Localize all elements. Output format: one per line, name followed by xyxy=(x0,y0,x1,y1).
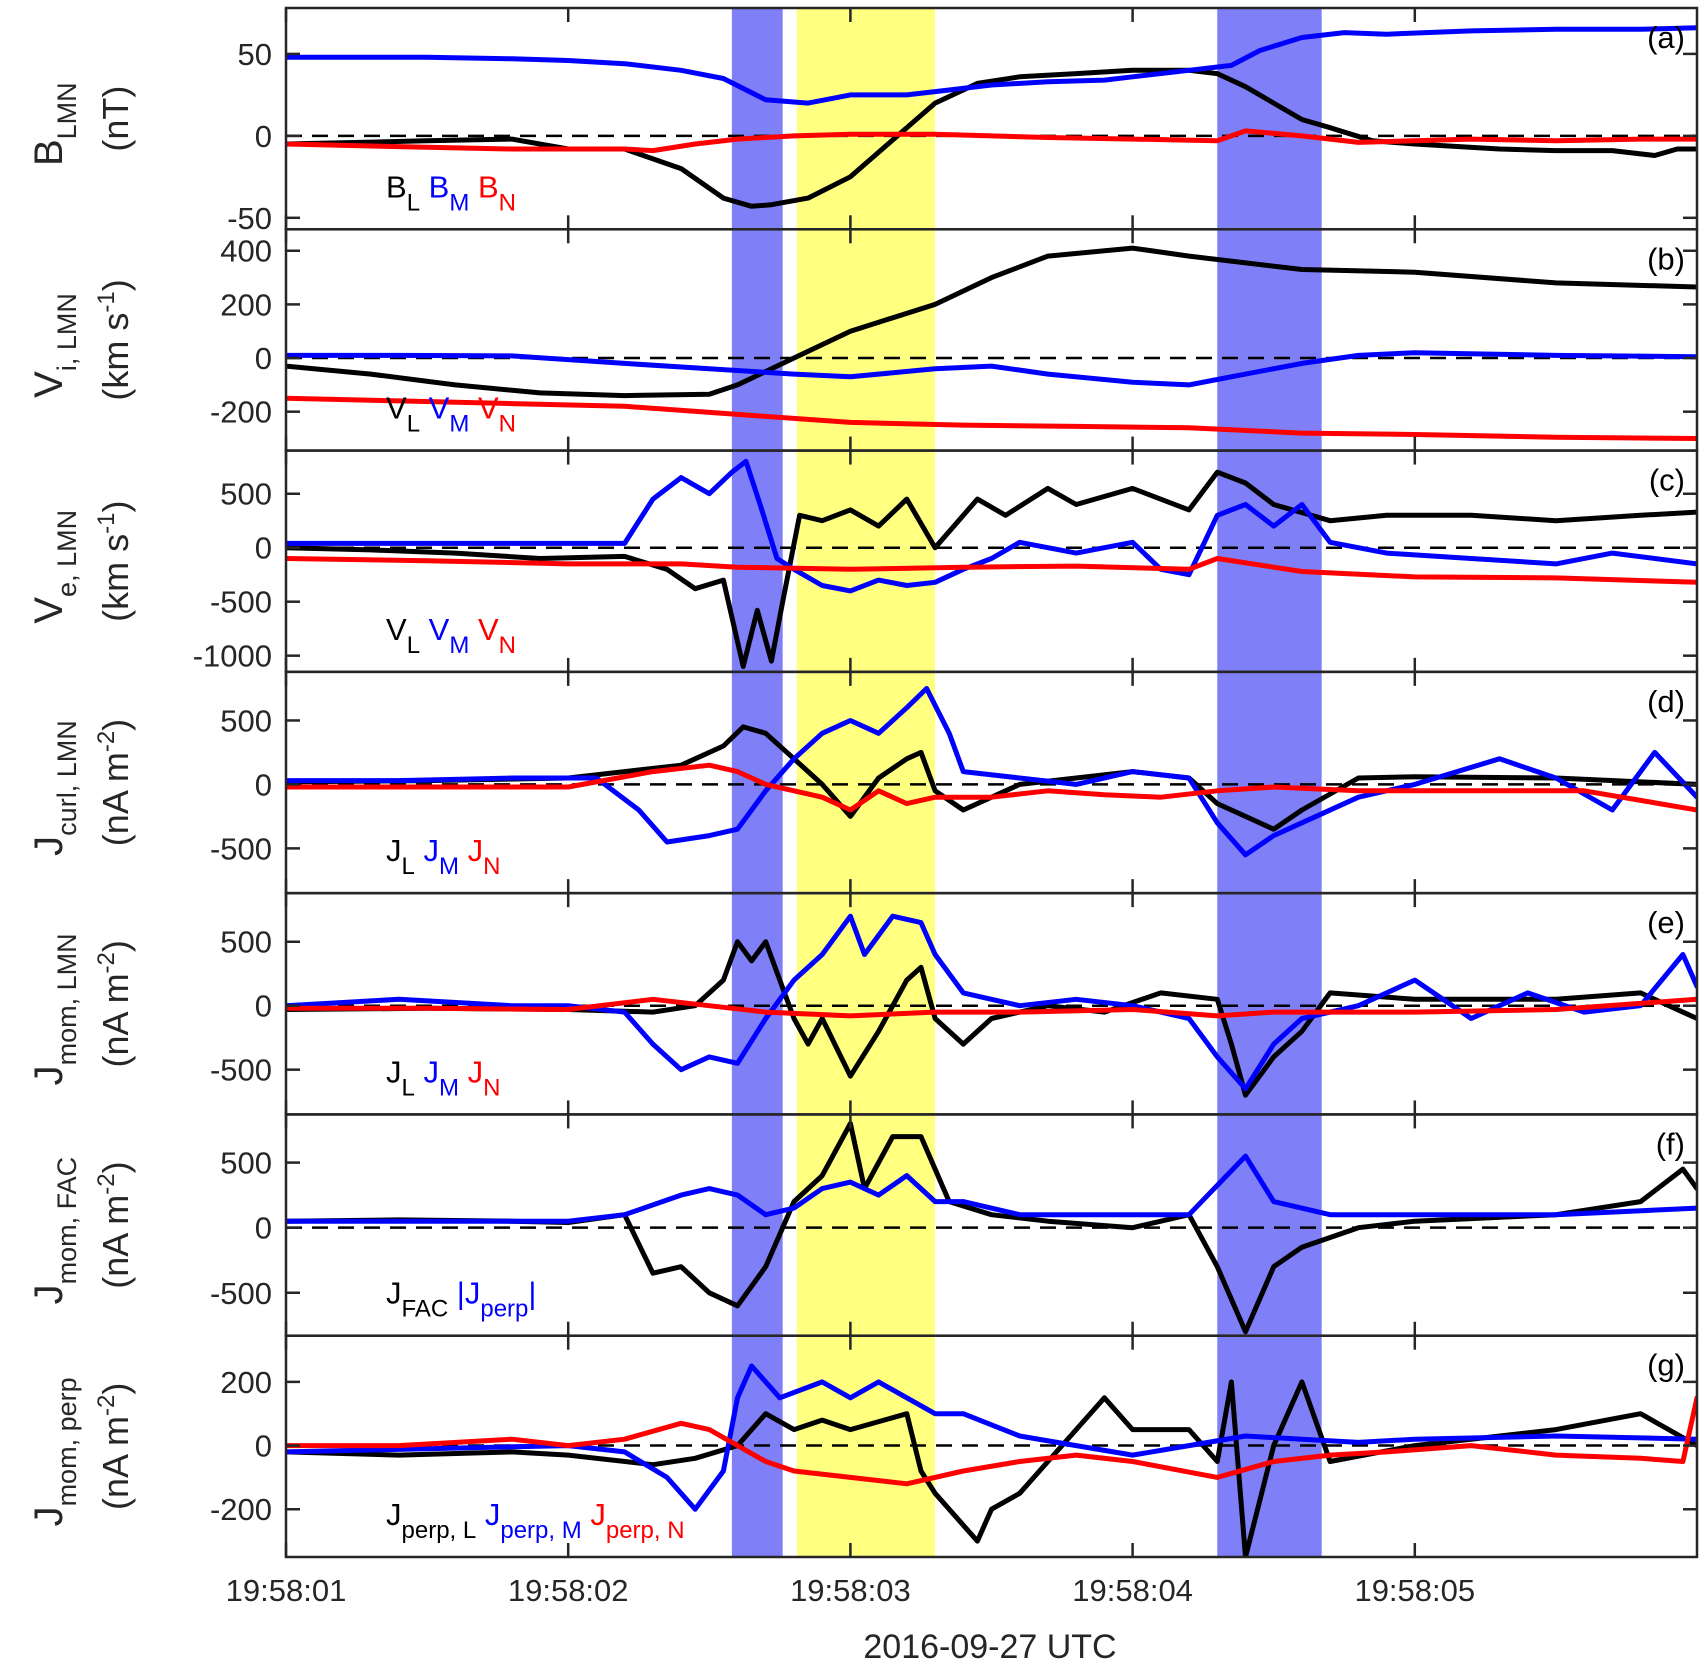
series-JcM xyxy=(286,686,1697,858)
y-axis-label: Jcurl, LMN xyxy=(27,709,82,856)
y-tick-label: -50 xyxy=(227,201,272,236)
series-group xyxy=(286,25,1697,209)
y-tick-label: 0 xyxy=(255,531,272,566)
x-tick-label: 19:58:01 xyxy=(226,1573,347,1608)
panel-label: (c) xyxy=(1649,463,1685,498)
y-axis-label: Ve, LMN xyxy=(27,499,82,624)
series-Jperp xyxy=(286,1153,1697,1224)
panel-f: -500 0 500 (f) JFAC​ |Jperp|​ Jmom, FAC (nA m… xyxy=(27,1113,1699,1337)
series-ViL xyxy=(286,245,1697,399)
series-JpN xyxy=(286,1395,1697,1487)
y-tick-label: 0 xyxy=(255,1211,272,1246)
series-VeM xyxy=(286,458,1697,594)
series-JmM xyxy=(286,913,1697,1092)
y-tick-label: 0 xyxy=(255,341,272,376)
series-JcN xyxy=(286,762,1697,813)
panel-label: (b) xyxy=(1647,241,1685,276)
y-axis-label: Jmom, LMN xyxy=(27,922,82,1085)
y-axis-unit: (nA m-2) xyxy=(93,1161,136,1288)
series-ViN xyxy=(286,395,1697,441)
panel-g: -200 0 200 (g) Jperp, L​ Jperp, M​ Jperp, N​… xyxy=(27,1334,1699,1559)
y-axis-unit: (nA m-2) xyxy=(93,940,136,1067)
series-group xyxy=(286,686,1697,858)
series-BN xyxy=(286,128,1697,154)
series-group xyxy=(286,1363,1697,1557)
panel-a: -50 0 50 (a) BL​ BM​ BN​ BLMN (nT) xyxy=(27,6,1699,236)
y-axis-unit: (nA m-2) xyxy=(93,719,136,846)
y-tick-label: -500 xyxy=(210,1276,272,1311)
series-JpL xyxy=(286,1379,1697,1557)
y-tick-label: 0 xyxy=(255,767,272,802)
y-tick-label: 0 xyxy=(255,119,272,154)
x-axis-title: 2016-09-27 UTC xyxy=(863,1628,1116,1666)
y-axis-unit: (nT) xyxy=(95,86,136,152)
y-tick-label: 0 xyxy=(255,1429,272,1464)
series-VeN xyxy=(286,556,1697,585)
panel-c: -1000 -500 0 500 (c) VL​ VM​ VN​ Ve, LMN (km s… xyxy=(27,449,1699,674)
series-group xyxy=(286,1121,1697,1335)
y-tick-label: 50 xyxy=(238,37,272,72)
legend: Jperp, L​ Jperp, M​ Jperp, N​ xyxy=(386,1497,685,1544)
y-tick-label: -500 xyxy=(210,1053,272,1088)
y-axis-unit: (nA m-2) xyxy=(93,1383,136,1510)
y-axis-label: Jmom, FAC xyxy=(27,1146,82,1305)
legend: BL​ BM​ BN​ xyxy=(386,169,516,216)
y-axis-label: Jmom, perp xyxy=(27,1366,82,1526)
x-tick-label: 19:58:04 xyxy=(1072,1573,1193,1608)
blue-interval-2 xyxy=(1217,8,1322,1557)
panel-label: (g) xyxy=(1647,1348,1685,1383)
legend: VL​ VM​ VN​ xyxy=(386,612,516,659)
series-JFAC xyxy=(286,1121,1697,1335)
x-axis: 2016-09-27 UTC 19:58:01 19:58:02 19:58:03 1… xyxy=(226,1573,1475,1666)
y-axis-unit: (km s-1) xyxy=(93,501,136,622)
y-tick-label: -500 xyxy=(210,585,272,620)
panel-label: (f) xyxy=(1656,1126,1685,1161)
series-JmL xyxy=(286,939,1697,1098)
panel-b: -200 0 200 400 (b) VL​ VM​ VN​ Vi, LMN (km s-1… xyxy=(27,228,1699,452)
series-group xyxy=(286,913,1697,1098)
legend: JL​ JM​ JN​ xyxy=(386,833,500,880)
y-tick-label: -1000 xyxy=(193,639,272,674)
y-tick-label: 200 xyxy=(220,1365,272,1400)
legend: JL​ JM​ JN​ xyxy=(386,1054,500,1101)
y-axis-unit: (km s-1) xyxy=(93,279,136,400)
y-tick-label: 500 xyxy=(220,925,272,960)
series-BM xyxy=(286,25,1697,106)
series-group xyxy=(286,458,1697,669)
y-tick-label: 500 xyxy=(220,703,272,738)
series-group xyxy=(286,245,1697,441)
series-JpM xyxy=(286,1363,1697,1512)
series-BL xyxy=(286,67,1697,209)
y-tick-label: 500 xyxy=(220,477,272,512)
y-tick-label: 500 xyxy=(220,1146,272,1181)
x-tick-label: 19:58:05 xyxy=(1354,1573,1475,1608)
y-axis-label: BLMN xyxy=(27,71,82,166)
legend: VL​ VM​ VN​ xyxy=(386,391,516,438)
panel-label: (e) xyxy=(1647,905,1685,940)
y-tick-label: -200 xyxy=(210,1492,272,1527)
y-tick-label: -500 xyxy=(210,831,272,866)
y-tick-label: 0 xyxy=(255,989,272,1024)
legend: JFAC​ |Jperp|​ xyxy=(386,1276,536,1323)
panel-label: (d) xyxy=(1647,684,1685,719)
series-JcL xyxy=(286,724,1697,832)
y-tick-label: -200 xyxy=(210,395,272,430)
shaded-intervals xyxy=(731,8,1322,1557)
y-tick-label: 200 xyxy=(220,287,272,322)
y-axis-label: Vi, LMN xyxy=(27,282,82,398)
panel-label: (a) xyxy=(1647,20,1685,55)
y-tick-label: 400 xyxy=(220,234,272,269)
x-tick-label: 19:58:02 xyxy=(508,1573,629,1608)
x-tick-label: 19:58:03 xyxy=(790,1573,911,1608)
panel-d: -500 0 500 (d) JL​ JM​ JN​ Jcurl, LMN (nA m-2… xyxy=(27,670,1699,895)
series-JmN xyxy=(286,996,1697,1019)
panel-e: -500 0 500 (e) JL​ JM​ JN​ Jmom, LMN (nA m-2) xyxy=(27,891,1699,1116)
series-ViM xyxy=(286,350,1697,388)
